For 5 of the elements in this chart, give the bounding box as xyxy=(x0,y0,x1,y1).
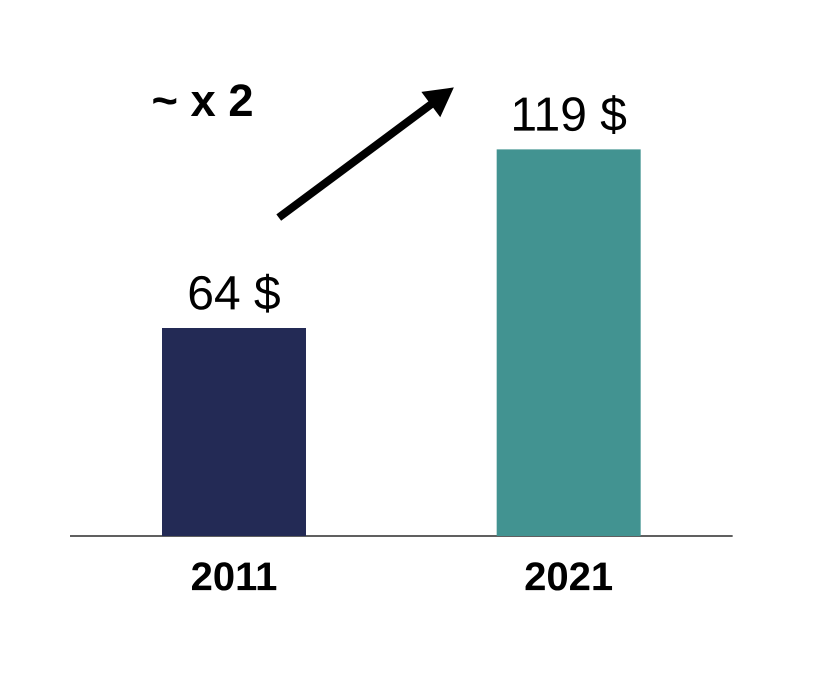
data-label: 64 $ xyxy=(190,274,280,313)
data-label: 119 $ xyxy=(514,95,626,134)
text: ~ x 2 xyxy=(153,84,252,116)
x-tick-label: 2011 xyxy=(192,562,276,591)
x-tick-label: 2021 xyxy=(526,562,612,591)
